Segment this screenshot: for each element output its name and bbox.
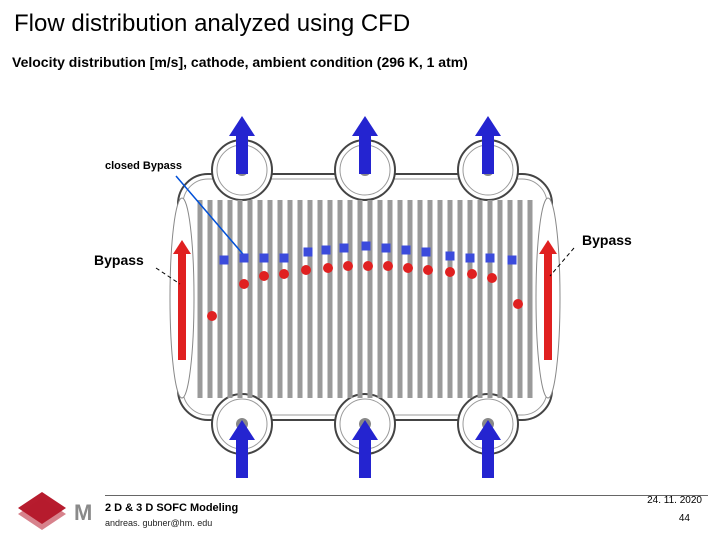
footer-date: 24. 11. 2020	[647, 495, 702, 506]
cfd-diagram	[120, 108, 610, 480]
logo: M	[12, 490, 100, 530]
subtitle: Velocity distribution [m/s], cathode, am…	[12, 54, 468, 70]
footer-email: andreas. gubner@hm. edu	[105, 518, 708, 528]
diagram-container	[120, 108, 610, 480]
footer-title: 2 D & 3 D SOFC Modeling	[105, 502, 708, 514]
footer-page: 44	[679, 513, 690, 524]
logo-letter: M	[74, 500, 92, 525]
logo-diamond-icon	[18, 492, 66, 530]
footer: 2 D & 3 D SOFC Modeling andreas. gubner@…	[105, 495, 708, 528]
page-title: Flow distribution analyzed using CFD	[14, 10, 410, 38]
